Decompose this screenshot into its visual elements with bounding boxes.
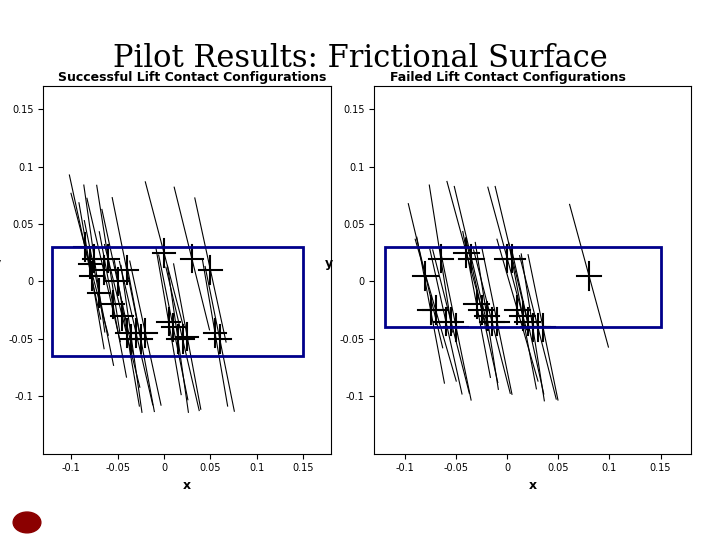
X-axis label: x: x: [183, 479, 192, 492]
Text: Failed Lift Contact Configurations: Failed Lift Contact Configurations: [390, 71, 626, 84]
Text: Pilot Results: Frictional Surface: Pilot Results: Frictional Surface: [112, 43, 608, 74]
Bar: [384, 247, 660, 327]
Y-axis label: y: y: [0, 257, 1, 270]
X-axis label: x: x: [528, 479, 537, 492]
Text: Successful Lift Contact Configurations: Successful Lift Contact Configurations: [58, 71, 326, 84]
Bar: [53, 247, 303, 356]
Text: Laboratory for Perceptual Robotics  •  University of Massachusetts Amherst  •  D: Laboratory for Perceptual Robotics • Uni…: [66, 519, 654, 529]
Circle shape: [13, 512, 41, 533]
Y-axis label: y: y: [325, 257, 333, 270]
